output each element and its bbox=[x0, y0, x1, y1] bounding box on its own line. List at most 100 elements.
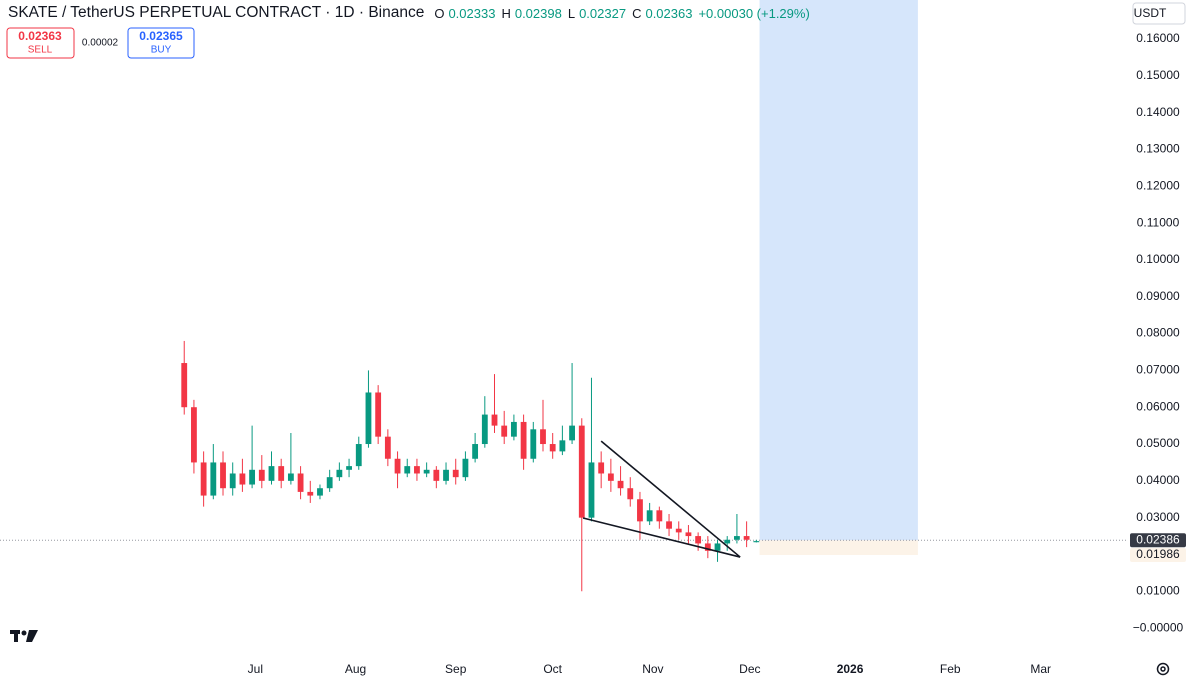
currency-button[interactable] bbox=[1132, 2, 1186, 25]
spread: 0.00002 bbox=[82, 38, 119, 49]
candle-body bbox=[714, 543, 721, 551]
candle-body bbox=[462, 458, 469, 478]
stop-zone bbox=[759, 540, 918, 556]
candle-body bbox=[365, 392, 372, 445]
candle-body bbox=[501, 425, 508, 437]
candle-body bbox=[491, 414, 498, 426]
ohlc-key: C bbox=[632, 5, 642, 21]
target-zone bbox=[759, 0, 918, 541]
x-tick-label: Nov bbox=[642, 662, 663, 676]
currency-label: USDT bbox=[1134, 6, 1167, 20]
y-tick-label: 0.01000 bbox=[1136, 583, 1180, 597]
candle-body bbox=[704, 543, 711, 551]
symbol-header: SKATE / TetherUS PERPETUAL CONTRACT · 1D… bbox=[8, 4, 810, 22]
y-tick-label: −0.00000 bbox=[1133, 620, 1184, 634]
candle-body bbox=[384, 436, 391, 459]
candle-body bbox=[287, 473, 294, 481]
ohlc-value: 0.02398 bbox=[514, 5, 562, 21]
y-tick-label: 0.05000 bbox=[1136, 436, 1180, 450]
y-tick-label: 0.04000 bbox=[1136, 473, 1180, 487]
candle-body bbox=[210, 462, 217, 496]
candle-body bbox=[685, 532, 692, 537]
candle-body bbox=[646, 510, 653, 522]
candle-body bbox=[220, 462, 226, 489]
candle-body bbox=[229, 473, 236, 489]
y-tick-label: 0.16000 bbox=[1136, 31, 1180, 45]
last-price-label: 0.02386 bbox=[1136, 532, 1180, 546]
candle-body bbox=[607, 473, 614, 481]
candle-body bbox=[569, 425, 575, 441]
y-tick-label: 0.08000 bbox=[1136, 326, 1180, 340]
y-tick-label: 0.11000 bbox=[1137, 215, 1180, 229]
x-tick-label: Aug bbox=[345, 662, 366, 676]
candle-body bbox=[481, 414, 488, 445]
y-tick-label: 0.15000 bbox=[1136, 68, 1180, 82]
candle-body bbox=[443, 469, 449, 481]
ohlc-value: 0.02363 bbox=[645, 5, 693, 21]
candle-body bbox=[637, 499, 643, 522]
x-tick-label: Mar bbox=[1030, 662, 1051, 676]
plot-area bbox=[0, 0, 1128, 592]
last-price-label-box bbox=[1130, 533, 1186, 548]
candle-body bbox=[695, 536, 702, 544]
x-tick-label: Oct bbox=[543, 662, 562, 676]
candle-body bbox=[540, 429, 546, 445]
candle-body bbox=[297, 473, 304, 492]
ohlc-key: O bbox=[434, 5, 445, 21]
candle-body bbox=[578, 425, 585, 518]
candle-body bbox=[617, 480, 624, 489]
candle-body bbox=[307, 491, 314, 496]
buy-price: 0.02365 bbox=[139, 29, 183, 43]
x-tick-label: Jul bbox=[248, 662, 263, 676]
candle-body bbox=[433, 469, 440, 481]
settings-icon[interactable] bbox=[1156, 662, 1170, 676]
candle-body bbox=[375, 392, 382, 437]
y-tick-label: 0.06000 bbox=[1136, 399, 1180, 413]
candle-body bbox=[472, 444, 479, 459]
ohlc-value: 0.02327 bbox=[579, 5, 627, 21]
trendline bbox=[582, 517, 741, 558]
candle-body bbox=[675, 528, 682, 533]
candle-body bbox=[200, 462, 207, 496]
candle-body bbox=[268, 466, 275, 481]
candle-body bbox=[404, 466, 411, 474]
candle-body bbox=[656, 510, 663, 522]
candle-body bbox=[394, 458, 401, 474]
change: +0.00030 (+1.29%) bbox=[698, 5, 810, 21]
candle-body bbox=[258, 469, 265, 481]
price-axis: −0.000000.010000.020000.030000.040000.05… bbox=[1128, 31, 1186, 634]
candle-body bbox=[249, 469, 256, 485]
candle-body bbox=[355, 444, 362, 467]
candle-body bbox=[346, 466, 352, 470]
y-tick-label: 0.03000 bbox=[1136, 510, 1180, 524]
candle-body bbox=[414, 466, 420, 474]
sell-label: SELL bbox=[28, 45, 53, 56]
candle-body bbox=[627, 488, 634, 500]
y-tick-label: 0.07000 bbox=[1136, 363, 1180, 377]
y-tick-label: 0.12000 bbox=[1136, 178, 1180, 192]
candle-body bbox=[734, 536, 740, 540]
candle-body bbox=[753, 541, 760, 543]
y-tick-label: 0.10000 bbox=[1136, 252, 1180, 266]
candle-body bbox=[336, 469, 343, 478]
buy-button[interactable] bbox=[127, 27, 195, 59]
ohlc-key: L bbox=[567, 5, 576, 21]
candle-body bbox=[239, 473, 246, 485]
candle-body bbox=[423, 469, 430, 474]
candle-body bbox=[181, 363, 188, 408]
candle-body bbox=[598, 462, 605, 474]
x-tick-label: 2026 bbox=[837, 662, 864, 676]
candle-body bbox=[666, 521, 672, 529]
candle-body bbox=[326, 477, 333, 489]
sell-button[interactable] bbox=[6, 27, 75, 59]
x-tick-label: Sep bbox=[445, 662, 467, 676]
candle-body bbox=[559, 440, 566, 452]
y-tick-label: 0.09000 bbox=[1136, 289, 1180, 303]
candle-body bbox=[317, 488, 323, 496]
y-tick-label: 0.14000 bbox=[1136, 105, 1180, 119]
ohlc-key: H bbox=[501, 5, 511, 21]
ohlc-value: 0.02333 bbox=[448, 5, 496, 21]
candle-body bbox=[530, 429, 537, 459]
